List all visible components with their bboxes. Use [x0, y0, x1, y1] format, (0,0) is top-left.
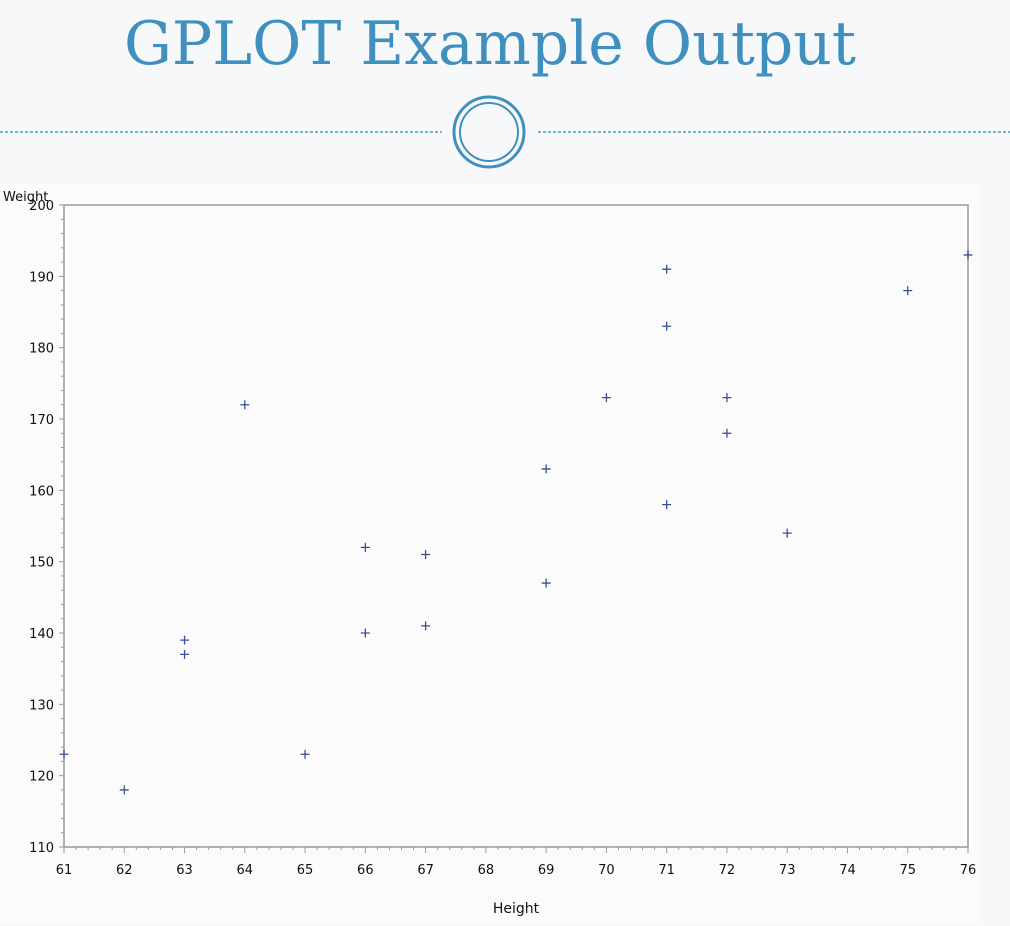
x-axis-label: Height: [493, 901, 540, 917]
axes: 110 120 130 140 150 160 170 180 190 200 61 62 63 64 65…: [29, 199, 976, 878]
y-tick-label: 150: [29, 556, 54, 571]
x-tick-label: 66: [357, 863, 374, 878]
data-point: [180, 635, 190, 645]
data-point: [421, 621, 431, 631]
data-point: [903, 286, 913, 296]
data-point: [180, 649, 190, 659]
x-tick-label: 72: [719, 863, 736, 878]
x-tick-label: 76: [960, 863, 977, 878]
data-point: [662, 264, 672, 274]
y-tick-label: 190: [29, 270, 54, 285]
data-point: [421, 550, 431, 560]
data-point: [662, 500, 672, 510]
scatter-chart: Weight Height 110 120 130 140 150 160 170 180 19…: [0, 184, 980, 922]
x-tick-label: 64: [237, 863, 254, 878]
data-point: [541, 578, 551, 588]
y-tick-label: 180: [29, 342, 54, 357]
data-point: [722, 393, 732, 403]
plot-background: [0, 184, 980, 922]
slide-title: GPLOT Example Output: [123, 9, 856, 79]
x-tick-label: 68: [478, 863, 495, 878]
x-tick-label: 73: [779, 863, 796, 878]
x-tick-label: 67: [417, 863, 434, 878]
x-tick-label: 61: [56, 863, 73, 878]
data-marks: [59, 250, 973, 795]
y-tick-label: 120: [29, 770, 54, 785]
divider-ornament-outer: [452, 95, 526, 169]
data-point: [360, 542, 370, 552]
data-point: [59, 749, 69, 759]
y-axis-label: Weight: [3, 190, 48, 205]
x-tick-label: 71: [658, 863, 675, 878]
title-divider: [0, 95, 1010, 169]
y-tick-label: 110: [29, 841, 54, 856]
y-tick-label: 140: [29, 627, 54, 642]
data-point: [722, 428, 732, 438]
plot-frame: [63, 204, 969, 848]
data-point: [360, 628, 370, 638]
y-tick-label: 200: [29, 199, 54, 214]
data-point: [601, 393, 611, 403]
x-tick-label: 62: [116, 863, 133, 878]
y-tick-label: 170: [29, 413, 54, 428]
y-tick-label: 160: [29, 484, 54, 499]
x-tick-label: 69: [538, 863, 555, 878]
x-tick-label: 70: [598, 863, 615, 878]
data-point: [963, 250, 973, 260]
data-point: [662, 321, 672, 331]
x-tick-label: 74: [839, 863, 856, 878]
x-tick-label: 65: [297, 863, 314, 878]
x-tick-label: 63: [176, 863, 193, 878]
divider-ornament-inner: [459, 102, 519, 162]
data-point: [300, 749, 310, 759]
data-point: [782, 528, 792, 538]
data-point: [119, 785, 129, 795]
data-point: [541, 464, 551, 474]
chart-area: Weight Height 110 120 130 140 150 160 170 180 19…: [0, 184, 980, 922]
x-tick-label: 75: [899, 863, 916, 878]
y-tick-label: 130: [29, 698, 54, 713]
data-point: [240, 400, 250, 410]
